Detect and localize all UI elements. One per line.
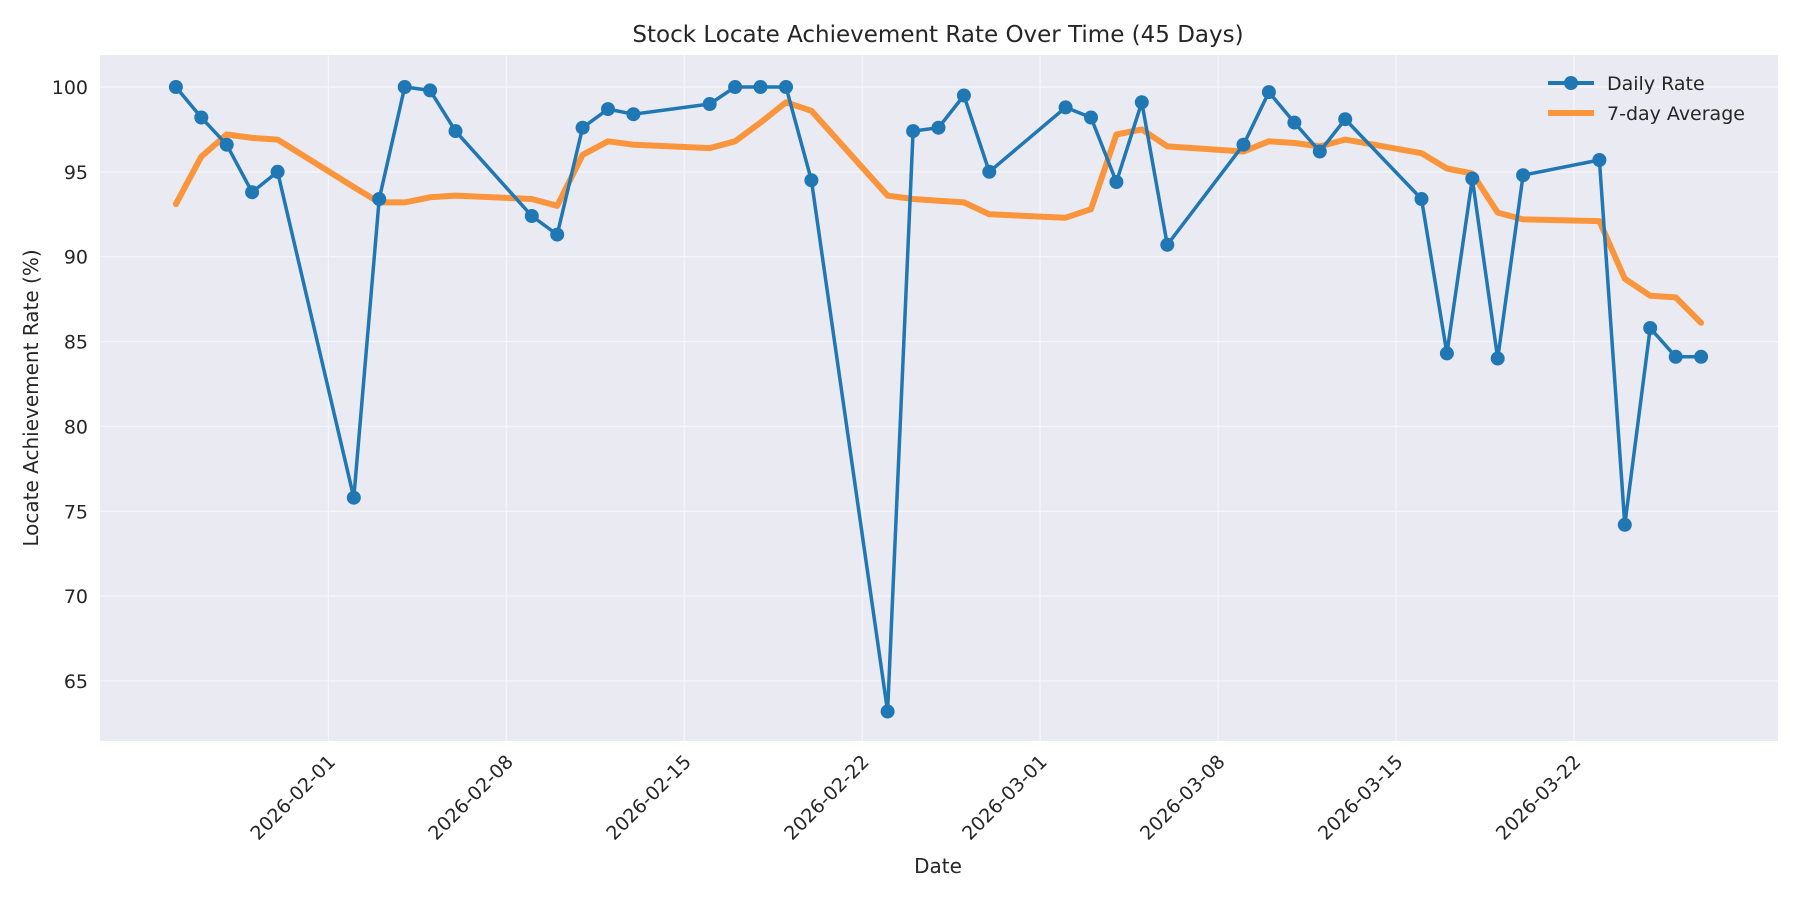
data-point-marker: [524, 209, 539, 223]
data-point-marker: [931, 120, 946, 135]
x-tick-label: 2026-03-22: [1492, 751, 1586, 845]
data-point-marker: [1236, 137, 1251, 152]
x-tick-label: 2026-02-15: [602, 751, 696, 845]
legend-item-daily-rate: Daily Rate: [1548, 73, 1705, 95]
x-tick-label: 2026-02-01: [246, 751, 340, 845]
chart-title: Stock Locate Achievement Rate Over Time …: [632, 22, 1243, 48]
data-point-marker: [601, 102, 615, 117]
data-point-marker: [1160, 237, 1175, 252]
y-axis-ticks: 65 70 75 80 85 90 95 100: [52, 77, 88, 693]
x-tick-label: 2026-02-22: [780, 751, 874, 845]
data-point-marker: [245, 185, 260, 200]
y-tick-label: 90: [64, 247, 88, 269]
data-point-marker: [702, 97, 717, 111]
data-point-marker: [1414, 192, 1429, 206]
x-tick-label: 2026-03-01: [958, 751, 1052, 845]
x-tick-label: 2026-03-08: [1136, 751, 1230, 845]
data-point-marker: [753, 80, 768, 94]
legend-marker-icon: [1564, 76, 1578, 90]
legend-label-daily-rate: Daily Rate: [1607, 73, 1705, 95]
data-point-marker: [982, 164, 997, 179]
y-tick-label: 65: [64, 671, 88, 693]
x-tick-label: 2026-02-08: [424, 751, 518, 845]
plot-area: [100, 55, 1778, 741]
data-point-marker: [270, 164, 285, 179]
y-tick-label: 70: [64, 586, 88, 608]
data-point-marker: [397, 80, 412, 94]
y-axis-label: Locate Achievement Rate (%): [19, 249, 43, 546]
y-tick-label: 80: [64, 416, 88, 438]
data-point-marker: [575, 120, 590, 135]
data-point-marker: [779, 80, 793, 94]
data-point-marker: [168, 80, 183, 94]
y-tick-label: 100: [52, 77, 88, 99]
data-point-marker: [1134, 95, 1149, 110]
data-point-marker: [1668, 349, 1683, 364]
y-tick-label: 75: [64, 501, 88, 523]
data-point-marker: [1617, 517, 1632, 532]
x-tick-label: 2026-03-15: [1314, 751, 1408, 845]
data-point-marker: [346, 490, 361, 505]
data-point-marker: [1439, 346, 1454, 361]
legend-label-7day-average: 7-day Average: [1607, 103, 1745, 125]
data-point-marker: [219, 137, 234, 152]
data-point-marker: [1643, 321, 1658, 335]
data-point-marker: [1312, 144, 1327, 159]
data-point-marker: [550, 227, 565, 242]
data-point-marker: [372, 192, 387, 206]
data-point-marker: [423, 83, 438, 98]
data-point-marker: [1058, 100, 1073, 115]
data-point-marker: [728, 80, 743, 94]
data-point-marker: [626, 107, 641, 122]
x-axis-label: Date: [914, 854, 962, 878]
data-point-marker: [1338, 112, 1353, 127]
legend: Daily Rate 7-day Average: [1548, 73, 1745, 125]
data-point-marker: [1109, 175, 1124, 189]
data-point-marker: [880, 704, 895, 719]
data-point-marker: [1516, 168, 1531, 183]
data-point-marker: [1592, 153, 1607, 167]
data-point-marker: [1261, 85, 1276, 100]
data-point-marker: [906, 124, 921, 139]
data-point-marker: [1465, 171, 1480, 186]
avg-line: [172, 99, 1705, 326]
legend-item-7day-average: 7-day Average: [1548, 103, 1745, 125]
data-point-marker: [956, 88, 971, 103]
data-point-marker: [1287, 115, 1302, 130]
data-point-marker: [1694, 349, 1709, 364]
data-point-marker: [1084, 110, 1098, 125]
data-point-marker: [1490, 351, 1505, 366]
y-tick-label: 85: [64, 332, 88, 354]
y-tick-label: 95: [64, 162, 88, 184]
data-point-marker: [804, 173, 819, 188]
data-point-marker: [194, 110, 209, 125]
data-point-marker: [448, 124, 463, 139]
series-7day-average: [172, 99, 1705, 326]
series-daily-rate: [168, 80, 1709, 719]
x-axis-ticks: 2026-02-01 2026-02-08 2026-02-15 2026-02-22…: [246, 751, 1585, 845]
